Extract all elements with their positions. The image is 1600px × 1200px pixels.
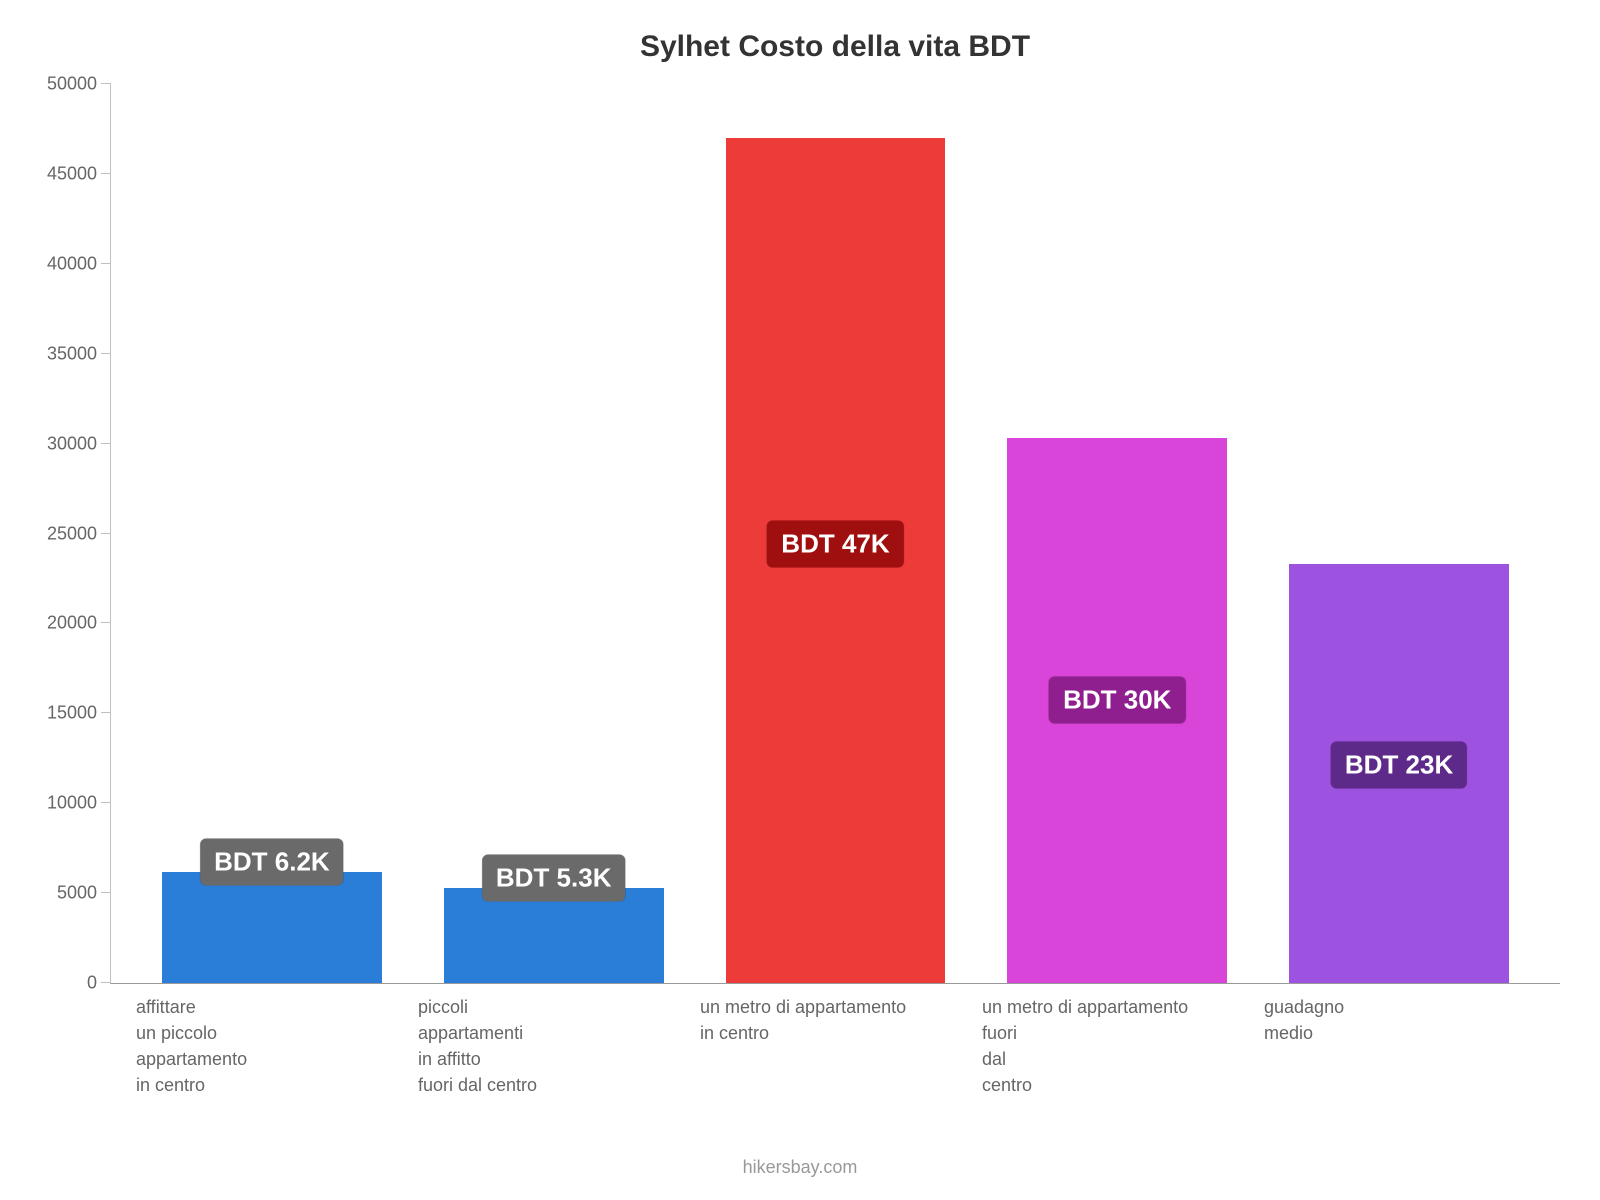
y-axis-label: 25000 xyxy=(47,523,111,544)
bar-slot: BDT 47K xyxy=(695,84,977,983)
x-axis-category-label: piccoli appartamenti in affitto fuori da… xyxy=(412,994,694,1098)
bar-value-badge: BDT 30K xyxy=(1049,676,1185,723)
attribution-text: hikersbay.com xyxy=(0,1157,1600,1178)
bar-slot: BDT 30K xyxy=(976,84,1258,983)
bar-slot: BDT 23K xyxy=(1258,84,1540,983)
bar: BDT 23K xyxy=(1289,564,1509,983)
bar-value-badge: BDT 47K xyxy=(767,520,903,567)
cost-of-living-chart: Sylhet Costo della vita BDT BDT 6.2KBDT … xyxy=(0,0,1600,1200)
bar-value-badge: BDT 6.2K xyxy=(200,838,344,885)
bar: BDT 47K xyxy=(726,138,946,983)
y-axis-label: 40000 xyxy=(47,253,111,274)
bar-value-badge: BDT 5.3K xyxy=(482,854,626,901)
y-axis-label: 0 xyxy=(87,973,111,994)
y-axis-label: 45000 xyxy=(47,163,111,184)
bar: BDT 5.3K xyxy=(444,888,664,983)
bar-slot: BDT 5.3K xyxy=(413,84,695,983)
bar-slot: BDT 6.2K xyxy=(131,84,413,983)
x-axis-category-label: un metro di appartamento fuori dal centr… xyxy=(976,994,1258,1098)
y-axis-label: 15000 xyxy=(47,703,111,724)
bars-row: BDT 6.2K BDT 5.3K BDT 47K BDT 30K BDT 23K xyxy=(111,84,1560,983)
x-axis-labels: affittare un piccolo appartamento in cen… xyxy=(110,984,1560,1098)
x-axis-category-label: affittare un piccolo appartamento in cen… xyxy=(130,994,412,1098)
y-axis-label: 5000 xyxy=(57,883,111,904)
bar: BDT 6.2K xyxy=(162,872,382,983)
chart-title: Sylhet Costo della vita BDT xyxy=(110,30,1560,64)
y-axis-label: 20000 xyxy=(47,613,111,634)
bar: BDT 30K xyxy=(1007,438,1227,983)
y-axis-label: 35000 xyxy=(47,343,111,364)
bar-value-badge: BDT 23K xyxy=(1331,742,1467,789)
plot-area: BDT 6.2KBDT 5.3KBDT 47KBDT 30KBDT 23K 05… xyxy=(110,84,1560,984)
x-axis-category-label: un metro di appartamento in centro xyxy=(694,994,976,1098)
y-axis-label: 30000 xyxy=(47,433,111,454)
x-axis-category-label: guadagno medio xyxy=(1258,994,1540,1098)
y-axis-label: 10000 xyxy=(47,793,111,814)
y-axis-label: 50000 xyxy=(47,74,111,95)
